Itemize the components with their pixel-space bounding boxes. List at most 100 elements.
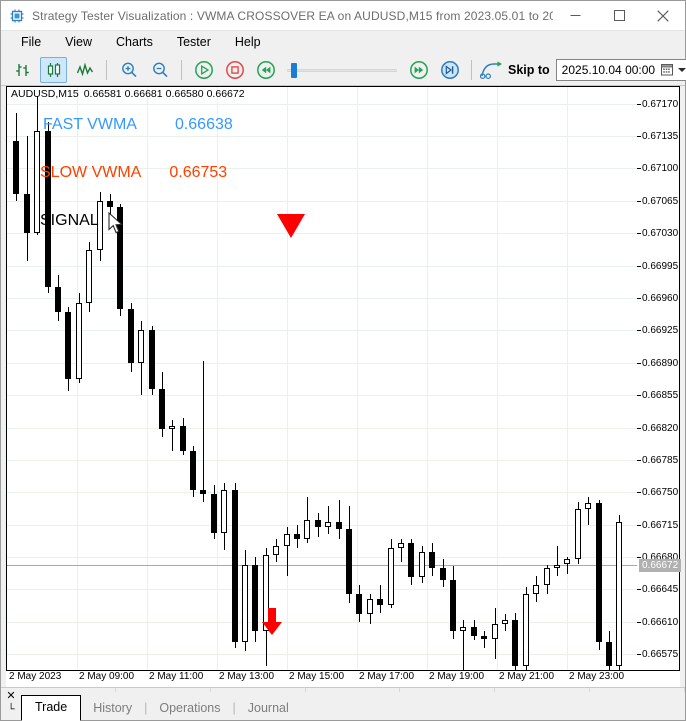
ohlc-low: 0.66580	[165, 88, 204, 100]
zoom-out-button[interactable]	[146, 57, 173, 83]
chart-plot-area[interactable]: AUDUSD,M15 0.66581 0.66681 0.66580 0.66672 F…	[7, 87, 637, 670]
minimize-button[interactable]	[553, 1, 597, 30]
price-tick-label: 0.67100	[642, 162, 679, 174]
indicator-value: 0.66638	[174, 116, 233, 133]
price-tick-label: 0.66715	[642, 519, 679, 531]
candle-body	[76, 302, 82, 380]
sell-entry-arrow-icon	[262, 608, 282, 635]
price-tick-label: 0.66750	[642, 486, 679, 498]
zoom-in-icon	[121, 62, 137, 77]
menu-charts[interactable]: Charts	[116, 35, 153, 49]
price-scale[interactable]: 0.67170 0.67135 0.67100 0.67065 0.67030 0.669…	[637, 87, 679, 670]
start-button[interactable]	[190, 57, 217, 83]
bottom-grid	[21, 688, 686, 692]
chevron-down-icon[interactable]	[678, 67, 686, 72]
candle-body	[304, 520, 310, 539]
slower-button[interactable]	[252, 57, 279, 83]
candle-body	[388, 547, 394, 606]
price-tick: 0.66645	[637, 583, 678, 595]
close-panel-corner: └	[7, 704, 15, 715]
calendar-icon[interactable]	[660, 62, 675, 77]
maximize-button[interactable]	[597, 1, 641, 30]
price-tick-label: 0.66925	[642, 324, 679, 336]
price-tick: 0.66925	[637, 324, 678, 336]
current-price-tag: 0.66672	[639, 559, 682, 572]
candle-body	[65, 311, 71, 380]
line-chart-button[interactable]	[71, 57, 98, 83]
candle-body	[138, 330, 144, 363]
candle-body	[242, 564, 248, 643]
skip-to-group: Skip to 2025.10.04 00:00	[480, 58, 686, 81]
time-tick-label: 2 May 23:00	[566, 671, 624, 682]
candle-body	[221, 490, 227, 534]
stop-button[interactable]	[221, 57, 248, 83]
price-tick: 0.66890	[637, 357, 678, 369]
bar-chart-button[interactable]	[9, 57, 36, 83]
candle-body	[211, 494, 217, 534]
indicator-name: FAST VWMA	[43, 116, 137, 133]
candlestick-chart-icon	[47, 62, 60, 77]
candle-body	[13, 140, 19, 195]
grid-line-horizontal	[7, 525, 637, 526]
tab-journal[interactable]: Journal	[247, 701, 289, 715]
candle-body	[554, 564, 560, 569]
candle-wick	[172, 420, 173, 451]
time-tick-label: 2 May 11:00	[146, 671, 203, 682]
price-tick-label: 0.66960	[642, 292, 679, 304]
faster-button[interactable]	[405, 57, 432, 83]
grid-line-vertical	[567, 87, 568, 670]
candle-body	[180, 425, 186, 451]
grid-line-horizontal	[7, 395, 637, 396]
price-tick: 0.67170	[637, 98, 678, 110]
grid-line-vertical	[427, 87, 428, 670]
time-tick-label: 2 May 15:00	[286, 671, 344, 682]
indicator-value: 0.66753	[169, 164, 228, 181]
price-tick: 0.66785	[637, 454, 678, 466]
stop-icon	[225, 60, 244, 79]
tab-history[interactable]: History	[93, 701, 133, 715]
candle-body	[107, 200, 113, 208]
price-tick-label: 0.67135	[642, 130, 679, 142]
price-tick: 0.66995	[637, 260, 678, 272]
skip-to-date-input[interactable]: 2025.10.04 00:00	[555, 58, 686, 81]
speed-slider[interactable]	[287, 60, 397, 80]
close-panel-icon[interactable]: ✕ └	[3, 690, 19, 716]
tab-trade[interactable]: Trade	[21, 695, 82, 721]
slider-thumb[interactable]	[291, 62, 297, 78]
price-tick: 0.66820	[637, 422, 678, 434]
zoom-in-button[interactable]	[115, 57, 142, 83]
candle-wick	[567, 557, 568, 574]
candle-body	[190, 450, 196, 491]
skip-step-button[interactable]	[436, 57, 463, 83]
price-tick-dash	[637, 621, 641, 623]
price-tick-dash	[637, 459, 641, 461]
grid-line-horizontal	[7, 168, 637, 169]
candle-body	[460, 626, 466, 632]
menu-file[interactable]: File	[21, 35, 42, 49]
price-tick: 0.66680	[637, 551, 678, 563]
time-scale[interactable]: 2 May 2023 2 May 09:00 2 May 11:00 2 May 13…	[6, 671, 680, 687]
price-tick-label: 0.66890	[642, 357, 679, 369]
price-tick-label: 0.66680	[642, 551, 679, 563]
candle-body	[585, 503, 591, 509]
menu-tester[interactable]: Tester	[176, 35, 211, 49]
candle-body	[398, 543, 404, 548]
close-button[interactable]	[641, 1, 685, 30]
candle-body	[523, 594, 529, 667]
price-tick: 0.67065	[637, 195, 678, 207]
time-tick-label: 2 May 2023	[6, 671, 61, 682]
tab-divider-2: |	[232, 701, 236, 715]
candle-body	[481, 635, 487, 639]
menu-view[interactable]: View	[65, 35, 93, 49]
grid-line-horizontal	[7, 201, 637, 202]
mouse-cursor	[108, 212, 123, 234]
price-tick-label: 0.66820	[642, 422, 679, 434]
grid-line-horizontal	[7, 136, 637, 137]
candlestick-chart-button[interactable]	[40, 56, 67, 83]
price-tick-dash	[637, 427, 641, 429]
tab-operations[interactable]: Operations	[159, 701, 221, 715]
grid-line-horizontal	[7, 654, 637, 655]
menu-help[interactable]: Help	[234, 35, 261, 49]
candle-body	[24, 194, 30, 234]
